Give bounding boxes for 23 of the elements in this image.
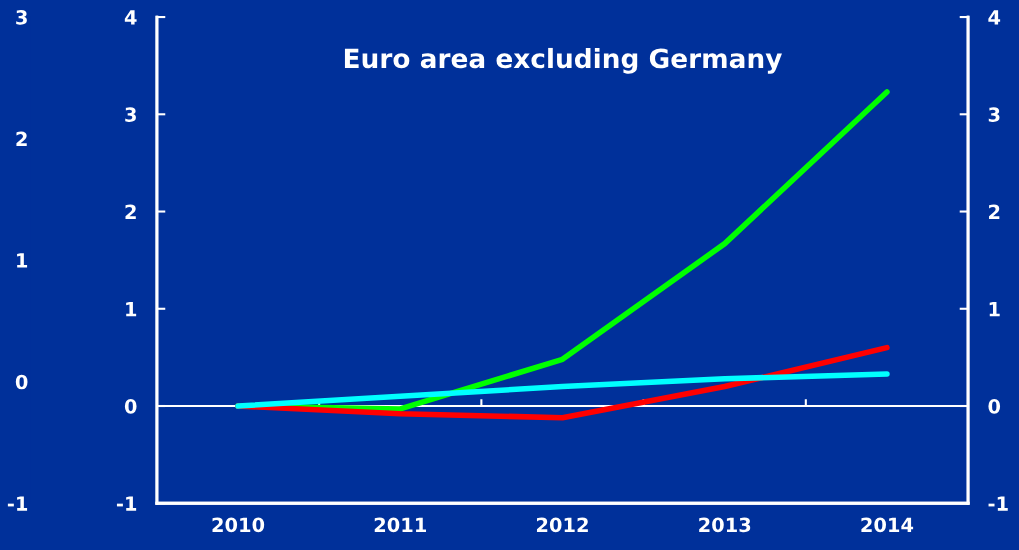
y3-tick-label: 0 bbox=[15, 374, 28, 390]
x-tick-label: 2011 bbox=[374, 517, 426, 533]
y3-tick-label: 1 bbox=[17, 253, 28, 268]
x-tick-label: 2010 bbox=[212, 517, 265, 533]
y3-tick-label: -1 bbox=[7, 496, 28, 511]
y-tick-label: 3 bbox=[125, 107, 136, 122]
y-tick-label: 0 bbox=[124, 398, 137, 414]
y3-tick-label: 2 bbox=[16, 131, 27, 146]
y2-tick-label: 2 bbox=[989, 204, 1000, 219]
y-tick-label: 1 bbox=[126, 301, 137, 317]
y2-tick-label: 1 bbox=[989, 301, 1000, 317]
x-tick-label: 2014 bbox=[861, 517, 914, 533]
y2-tick-label: 4 bbox=[988, 10, 1001, 25]
y2-tick-label: -1 bbox=[988, 496, 1008, 511]
x-tick-label: 2013 bbox=[699, 517, 751, 533]
y3-tick-label: 3 bbox=[16, 10, 27, 25]
y2-tick-label: 0 bbox=[988, 398, 1001, 414]
y-tick-label: 4 bbox=[124, 10, 137, 25]
y-tick-label: -1 bbox=[116, 496, 137, 511]
y2-tick-label: 3 bbox=[988, 107, 1000, 122]
text: Euro area excluding Germany bbox=[344, 47, 782, 74]
x-tick-label: 2012 bbox=[536, 517, 588, 533]
y-tick-label: 2 bbox=[125, 204, 136, 219]
